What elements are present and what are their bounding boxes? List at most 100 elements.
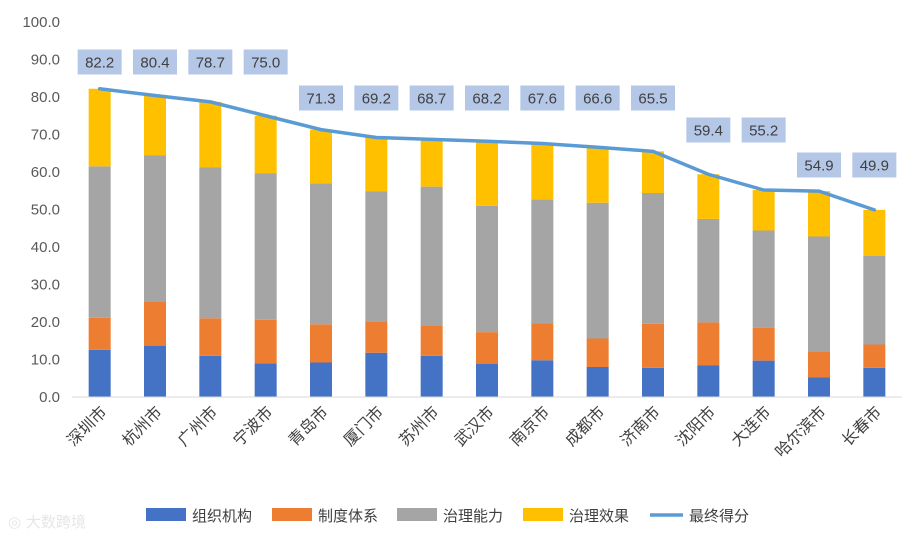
bar-segment-3: [531, 199, 554, 324]
bar-segment-3: [365, 191, 388, 322]
legend-label: 制度体系: [318, 508, 378, 525]
legend-swatch: [397, 508, 437, 521]
bar-segment-2: [586, 338, 609, 367]
bar-segment-4: [476, 141, 498, 206]
legend-swatch: [523, 508, 563, 521]
bar-segment-4: [808, 191, 830, 237]
legend-label: 治理能力: [443, 508, 503, 525]
y-tick-label: 90.0: [31, 52, 60, 69]
x-tick-label: 济南市: [617, 403, 664, 450]
bar-segment-1: [420, 355, 443, 397]
x-tick-label: 厦门市: [340, 403, 387, 450]
bar-segment-2: [420, 325, 443, 356]
bar-segment-4: [642, 151, 664, 193]
bar-segment-1: [310, 362, 332, 397]
bar-segment-1: [476, 363, 498, 397]
y-tick-label: 30.0: [31, 277, 60, 294]
data-label-box: [631, 85, 675, 111]
bar-segment-4: [88, 88, 111, 167]
data-label-box: [188, 49, 233, 75]
data-label-box: [409, 85, 454, 111]
bar-segment-2: [752, 327, 775, 361]
y-tick-label: 20.0: [31, 314, 60, 331]
bar-segment-4: [310, 129, 332, 184]
data-label: 75.0: [251, 55, 280, 72]
bar-segment-3: [642, 193, 664, 324]
bar-segment-1: [752, 360, 775, 397]
data-label-box: [354, 85, 399, 111]
bar-segment-2: [88, 317, 111, 350]
data-label: 59.4: [694, 123, 723, 140]
data-label: 49.9: [860, 158, 889, 175]
score-line-group: [97, 87, 877, 212]
bar-segment-1: [586, 367, 609, 397]
bar-segment-1: [144, 345, 166, 397]
bar-segment-1: [88, 349, 111, 397]
bar-segment-2: [476, 332, 498, 364]
bar-segment-3: [586, 202, 609, 339]
watermark-logo-icon: ◎: [8, 513, 22, 531]
x-tick-label: 青岛市: [285, 403, 332, 450]
x-tick-label: 成都市: [562, 403, 609, 450]
x-tick-label: 苏州市: [396, 403, 443, 450]
data-label-box: [741, 117, 786, 143]
bar-segment-2: [697, 322, 720, 366]
data-label-box: [243, 49, 288, 75]
data-label-box: [520, 85, 565, 111]
data-label: 67.6: [528, 91, 557, 108]
x-axis-categories: 深圳市 杭州市 广州市 宁波市 青岛市 厦门市 苏州市 武汉市 南京市 成都市 济南市 沈阳市 大连市哈…: [64, 403, 885, 461]
bar-segment-4: [254, 115, 277, 174]
bar-segment-2: [144, 301, 166, 346]
bar-segment-1: [697, 365, 720, 397]
data-label-box: [299, 85, 343, 111]
bar-segment-2: [863, 344, 886, 368]
y-tick-label: 10.0: [31, 352, 60, 369]
bar-segment-3: [863, 255, 886, 345]
bar-segment-1: [642, 367, 664, 397]
data-label: 80.4: [140, 55, 169, 72]
bar-segment-2: [365, 321, 388, 353]
bar-segment-4: [863, 209, 886, 256]
bar-segment-1: [808, 377, 830, 397]
watermark: ◎ 大数跨境: [8, 511, 86, 532]
y-tick-label: 60.0: [31, 164, 60, 181]
bar-segment-4: [531, 143, 554, 200]
x-tick-label: 广州市: [174, 403, 221, 450]
data-label: 68.7: [417, 91, 446, 108]
legend: 组织机构 制度体系 治理能力 治理效果 最终得分: [146, 508, 749, 525]
data-label-box: [575, 85, 620, 111]
watermark-text: 大数跨境: [25, 513, 86, 531]
bar-segment-4: [144, 95, 166, 156]
bar-segment-2: [642, 323, 664, 368]
data-label: 82.2: [85, 55, 114, 72]
y-tick-label: 70.0: [31, 127, 60, 144]
x-tick-label: 南京市: [506, 403, 553, 450]
bar-segment-3: [310, 183, 332, 325]
bar-segment-2: [254, 319, 277, 364]
data-label: 78.7: [196, 55, 225, 72]
y-tick-label: 50.0: [31, 202, 60, 219]
x-tick-label: 武汉市: [451, 403, 498, 450]
data-label: 65.5: [638, 91, 667, 108]
data-label-box: [77, 49, 122, 75]
y-tick-label: 100.0: [22, 14, 60, 31]
bar-segment-3: [420, 186, 443, 326]
bar-segment-1: [863, 367, 886, 397]
bar-segment-4: [697, 174, 720, 219]
bar-segment-2: [531, 323, 554, 361]
bar-segment-3: [254, 173, 277, 320]
bar-segment-2: [310, 324, 332, 363]
legend-label: 治理效果: [569, 508, 629, 525]
x-tick-label: 宁波市: [230, 403, 277, 450]
data-label-box: [852, 152, 897, 178]
x-tick-label: 杭州市: [119, 403, 166, 450]
y-tick-label: 40.0: [31, 239, 60, 256]
y-axis: 0.0 10.0 20.0 30.0 40.0 50.0 60.0 70.0 80.0 90.0 1…: [22, 14, 60, 406]
bar-segment-4: [420, 139, 443, 187]
x-tick-label: 沈阳市: [672, 403, 719, 450]
bar-segment-3: [752, 230, 775, 328]
data-labels: 82.2 80.4 78.7 75.0 71.3 69.2 68.7 68.2 67.6 66.6…: [77, 49, 897, 178]
bar-segment-1: [199, 355, 222, 397]
bar-segment-4: [365, 137, 388, 192]
bar-segment-4: [752, 190, 775, 231]
